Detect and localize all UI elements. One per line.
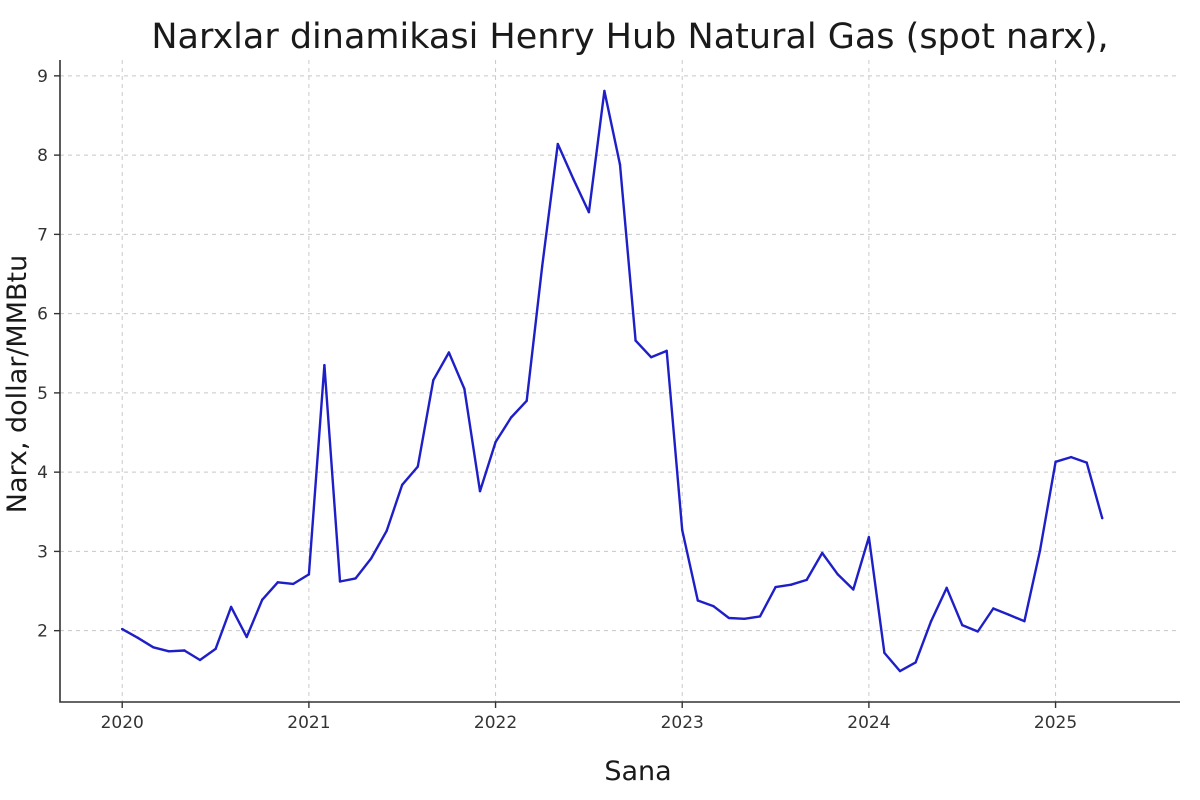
- data-point: [789, 583, 793, 586]
- data-point: [1101, 516, 1104, 520]
- data-point: [945, 586, 948, 590]
- data-point: [229, 605, 233, 609]
- data-point: [1069, 455, 1073, 459]
- data-point: [494, 440, 497, 444]
- data-point: [276, 581, 279, 584]
- y-tick-label: 2: [37, 622, 48, 642]
- data-point: [929, 619, 933, 623]
- data-point: [976, 630, 979, 633]
- data-point: [245, 635, 248, 639]
- data-point: [416, 465, 419, 468]
- data-point: [323, 363, 326, 367]
- data-point: [883, 651, 886, 655]
- data-point: [587, 210, 591, 214]
- data-point: [478, 489, 482, 493]
- data-point: [121, 627, 124, 631]
- series-line: [121, 89, 1104, 673]
- data-point: [1038, 549, 1042, 552]
- x-tick-label: 2020: [101, 713, 144, 733]
- data-point: [774, 585, 777, 589]
- data-point: [509, 416, 513, 419]
- data-point: [401, 483, 404, 487]
- chart-title: Narxlar dinamikasi Henry Hub Natural Gas…: [151, 17, 1108, 57]
- data-point: [1054, 460, 1057, 464]
- data-point: [1085, 461, 1088, 464]
- data-point: [758, 615, 762, 618]
- data-point: [572, 177, 575, 181]
- data-point: [821, 551, 824, 555]
- data-point: [525, 399, 528, 403]
- x-axis-label: Sana: [604, 756, 671, 787]
- data-points: [121, 89, 1104, 673]
- data-point: [914, 661, 917, 664]
- data-point: [696, 599, 699, 602]
- y-axis-label: Narx, dollar/MMBtu: [2, 255, 33, 513]
- axes-frame: [59, 60, 1180, 703]
- data-point: [214, 647, 217, 651]
- data-point: [852, 588, 855, 591]
- data-point: [183, 649, 186, 652]
- data-point: [167, 650, 171, 653]
- x-tick-label: 2021: [287, 713, 330, 733]
- y-tick-label: 6: [37, 305, 48, 325]
- data-point: [1023, 619, 1026, 623]
- data-point: [681, 528, 684, 532]
- y-tick-label: 9: [37, 67, 48, 87]
- data-point: [152, 646, 155, 649]
- axis-ticks: 2020 2021 2022 2023 2024 2025 2 3 4 5 6 7 8 9: [37, 67, 1077, 733]
- x-tick-label: 2023: [661, 713, 704, 733]
- data-point: [961, 623, 964, 627]
- data-point: [385, 529, 388, 532]
- x-tick-label: 2022: [474, 713, 517, 733]
- data-point: [649, 356, 653, 359]
- data-point: [634, 339, 637, 342]
- data-point: [898, 669, 902, 673]
- data-point: [992, 607, 995, 610]
- data-point: [805, 578, 808, 582]
- data-point: [338, 580, 342, 583]
- y-tick-label: 8: [37, 146, 48, 166]
- y-tick-label: 7: [37, 225, 48, 245]
- data-point: [369, 557, 373, 560]
- x-tick-label: 2024: [847, 713, 890, 733]
- data-point: [743, 617, 746, 620]
- data-point: [447, 351, 451, 354]
- data-point: [665, 349, 668, 353]
- data-point: [541, 264, 544, 268]
- data-point: [292, 582, 295, 586]
- data-point: [556, 142, 559, 146]
- data-point: [727, 616, 731, 620]
- data-point: [867, 535, 871, 539]
- data-point: [261, 598, 264, 601]
- data-point: [712, 604, 715, 608]
- data-point: [1007, 613, 1011, 617]
- data-point: [603, 89, 606, 93]
- data-point: [136, 636, 139, 639]
- data-point: [307, 573, 311, 576]
- x-tick-label: 2025: [1034, 713, 1077, 733]
- y-tick-label: 4: [37, 463, 48, 483]
- data-point: [463, 387, 466, 391]
- data-point: [198, 658, 202, 662]
- grid-lines: [60, 60, 1180, 702]
- data-point: [432, 379, 435, 382]
- y-tick-label: 3: [37, 542, 48, 562]
- data-point: [354, 577, 357, 580]
- data-point: [618, 163, 622, 166]
- data-point: [836, 573, 839, 576]
- y-tick-label: 5: [37, 384, 48, 404]
